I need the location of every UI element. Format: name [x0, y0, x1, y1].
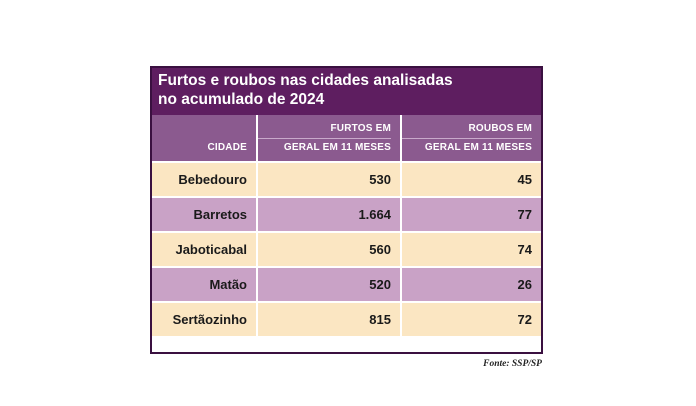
furtos-cell: 520	[256, 266, 402, 301]
city-cell: Sertãozinho	[152, 301, 256, 336]
furtos-cell: 815	[256, 301, 402, 336]
roubos-cell: 77	[402, 196, 541, 231]
column-header-divider	[258, 138, 391, 139]
city-cell: Bebedouro	[152, 161, 256, 196]
table-title: Furtos e roubos nas cidades analisadas n…	[152, 68, 541, 115]
column-header-roubos: ROUBOS EM GERAL EM 11 MESES	[402, 115, 541, 161]
roubos-cell: 74	[402, 231, 541, 266]
column-header-furtos: FURTOS EM GERAL EM 11 MESES	[256, 115, 402, 161]
roubos-cell: 45	[402, 161, 541, 196]
city-cell: Barretos	[152, 196, 256, 231]
furtos-cell: 560	[256, 231, 402, 266]
column-header-furtos-line-2: GERAL EM 11 MESES	[283, 142, 391, 153]
furtos-cell: 1.664	[256, 196, 402, 231]
column-header-divider	[402, 138, 532, 139]
city-cell: Jaboticabal	[152, 231, 256, 266]
title-line-1: Furtos e roubos nas cidades analisadas	[158, 72, 453, 89]
furtos-cell: 530	[256, 161, 402, 196]
city-cell: Matão	[152, 266, 256, 301]
data-table: CIDADE FURTOS EM GERAL EM 11 MESES ROUBO…	[152, 115, 541, 336]
column-header-city-line-1: CIDADE	[207, 142, 247, 153]
title-line-2: no acumulado de 2024	[158, 91, 325, 108]
column-header-furtos-line-1: FURTOS EM	[330, 123, 391, 134]
roubos-cell: 72	[402, 301, 541, 336]
column-header-roubos-line-1: ROUBOS EM	[468, 123, 532, 134]
source-note: Fonte: SSP/SP	[483, 359, 542, 369]
column-header-roubos-line-2: GERAL EM 11 MESES	[424, 142, 532, 153]
column-header-city: CIDADE	[152, 115, 256, 161]
roubos-cell: 26	[402, 266, 541, 301]
table-card: Furtos e roubos nas cidades analisadas n…	[150, 66, 543, 354]
